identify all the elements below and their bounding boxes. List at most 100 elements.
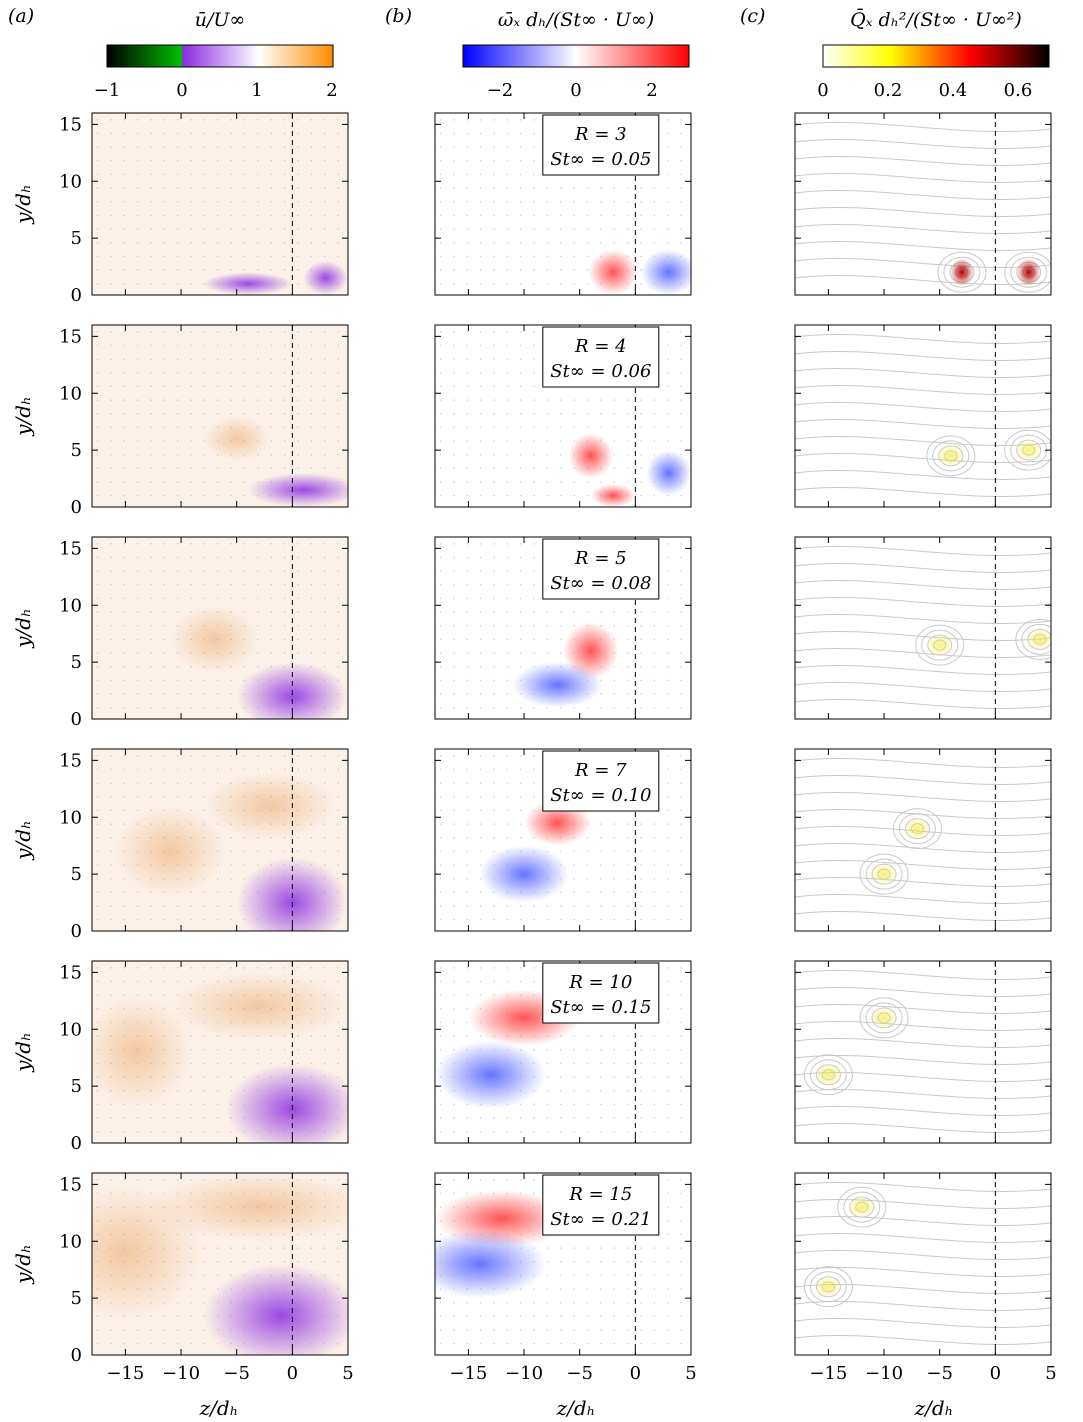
vector-marker	[439, 1342, 442, 1345]
x-tick-label: −10	[505, 1363, 543, 1384]
vector-marker	[216, 241, 219, 244]
vector-marker	[203, 624, 206, 627]
vector-marker	[506, 399, 509, 401]
vector-marker	[230, 228, 232, 230]
vector-marker	[559, 282, 562, 285]
vector-marker	[123, 693, 126, 695]
vector-marker	[176, 385, 179, 388]
vector-marker	[613, 918, 615, 921]
vector-marker	[439, 980, 442, 983]
vector-marker	[613, 187, 615, 189]
vector-marker	[270, 768, 273, 771]
vector-marker	[176, 412, 179, 415]
vector-marker	[506, 1076, 509, 1078]
case-st-label: St∞ = 0.05	[550, 149, 651, 170]
vector-marker	[96, 440, 99, 442]
vector-marker	[680, 782, 682, 784]
vector-marker	[136, 331, 139, 333]
vector-marker	[230, 782, 232, 784]
vector-marker	[270, 652, 273, 654]
vector-marker	[110, 652, 112, 654]
vector-marker	[519, 1219, 522, 1222]
vector-marker	[203, 679, 206, 682]
vector-marker	[680, 1192, 682, 1195]
vector-marker	[310, 693, 313, 695]
vector-marker	[680, 638, 682, 641]
vector-marker	[453, 1233, 455, 1236]
vector-marker	[453, 371, 455, 374]
vector-marker	[123, 782, 126, 784]
vector-marker	[479, 228, 482, 230]
vector-marker	[150, 1130, 152, 1133]
vector-marker	[493, 1117, 495, 1119]
vector-marker	[559, 426, 562, 429]
vector-marker	[150, 768, 152, 771]
vector-marker	[586, 1342, 589, 1345]
vector-marker	[573, 228, 575, 230]
vector-marker	[323, 918, 326, 921]
vector-marker	[110, 768, 112, 771]
vector-marker	[190, 344, 192, 347]
vortex-streamline	[898, 813, 936, 845]
vector-marker	[310, 755, 313, 757]
vector-marker	[573, 269, 575, 271]
vector-marker	[337, 624, 339, 627]
y-tick-label: 10	[59, 171, 82, 192]
vector-marker	[243, 1048, 246, 1051]
vector-marker	[466, 1089, 469, 1092]
vector-marker	[243, 611, 246, 613]
vector-marker	[439, 1089, 442, 1092]
vector-marker	[270, 412, 273, 415]
vector-marker	[337, 918, 339, 921]
vector-marker	[163, 1117, 166, 1119]
vector-marker	[230, 358, 232, 360]
vector-marker	[203, 344, 206, 347]
case-label-box: R = 4St∞ = 0.06	[542, 326, 660, 388]
vector-marker	[150, 200, 152, 203]
vector-marker	[519, 980, 522, 983]
vector-marker	[519, 597, 522, 600]
vector-marker	[216, 119, 219, 121]
vector-marker	[323, 543, 326, 545]
vector-marker	[190, 782, 192, 784]
vector-marker	[257, 1342, 259, 1345]
panel-qcriterion-row-6: −15 −10 −5 0 5	[794, 1172, 1057, 1384]
vector-marker	[680, 481, 682, 483]
vector-marker	[519, 1315, 522, 1318]
vector-marker	[666, 1076, 669, 1078]
streamline	[795, 156, 1051, 166]
vector-marker	[283, 611, 286, 613]
vector-marker	[680, 1206, 682, 1208]
vector-marker	[270, 1274, 273, 1277]
vector-marker	[653, 1315, 656, 1318]
vector-marker	[136, 1206, 139, 1208]
vector-marker	[323, 214, 326, 217]
vector-marker	[680, 385, 682, 388]
vector-marker	[136, 412, 139, 415]
vector-marker	[533, 1089, 535, 1092]
vector-marker	[666, 453, 669, 456]
vector-marker	[110, 173, 112, 176]
streamline	[795, 843, 1051, 853]
q-criterion-region	[870, 863, 899, 886]
vector-marker	[203, 611, 206, 613]
vector-marker	[163, 624, 166, 627]
vector-marker	[586, 412, 589, 415]
vector-marker	[559, 1288, 562, 1290]
vector-marker	[573, 665, 575, 668]
vector-marker	[163, 412, 166, 415]
vector-marker	[506, 132, 509, 135]
vector-marker	[150, 755, 152, 757]
vector-marker	[519, 570, 522, 572]
vector-marker	[546, 255, 549, 258]
vector-marker	[136, 980, 139, 983]
vector-marker	[479, 1233, 482, 1236]
vector-marker	[493, 706, 495, 709]
vector-marker	[666, 980, 669, 983]
vector-marker	[297, 905, 299, 907]
vector-marker	[653, 918, 656, 921]
vector-marker	[586, 187, 589, 189]
vector-marker	[230, 1076, 232, 1078]
vector-marker	[230, 187, 232, 189]
